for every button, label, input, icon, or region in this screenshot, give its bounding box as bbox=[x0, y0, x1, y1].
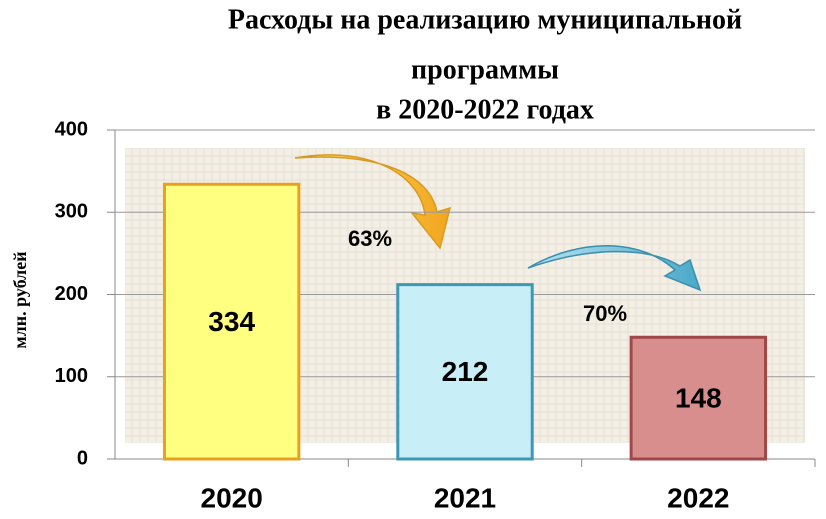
y-tick-label: 300 bbox=[55, 201, 88, 223]
x-tick-label: 2021 bbox=[434, 482, 496, 513]
bar bbox=[629, 335, 768, 461]
y-tick-label: 100 bbox=[55, 365, 88, 387]
x-tick-label: 2020 bbox=[201, 482, 263, 513]
chart-title: Расходы на реализацию муниципальной bbox=[228, 4, 742, 35]
chart-title: в 2020-2022 годах bbox=[376, 94, 594, 125]
bar bbox=[396, 283, 534, 461]
data-label: 212 bbox=[442, 356, 489, 387]
y-tick-label: 0 bbox=[77, 447, 88, 469]
chart-title: программы bbox=[411, 54, 559, 85]
data-label: 334 bbox=[208, 306, 255, 337]
y-axis-label: млн. рублей bbox=[10, 251, 30, 348]
y-tick-label: 400 bbox=[55, 118, 88, 140]
annotation: 70% bbox=[583, 301, 627, 326]
arrow bbox=[294, 154, 702, 292]
data-label: 148 bbox=[675, 383, 722, 414]
y-tick-label: 200 bbox=[55, 283, 88, 305]
bar bbox=[162, 182, 301, 461]
annotation: 63% bbox=[348, 226, 392, 251]
x-tick-label: 2022 bbox=[667, 482, 729, 513]
